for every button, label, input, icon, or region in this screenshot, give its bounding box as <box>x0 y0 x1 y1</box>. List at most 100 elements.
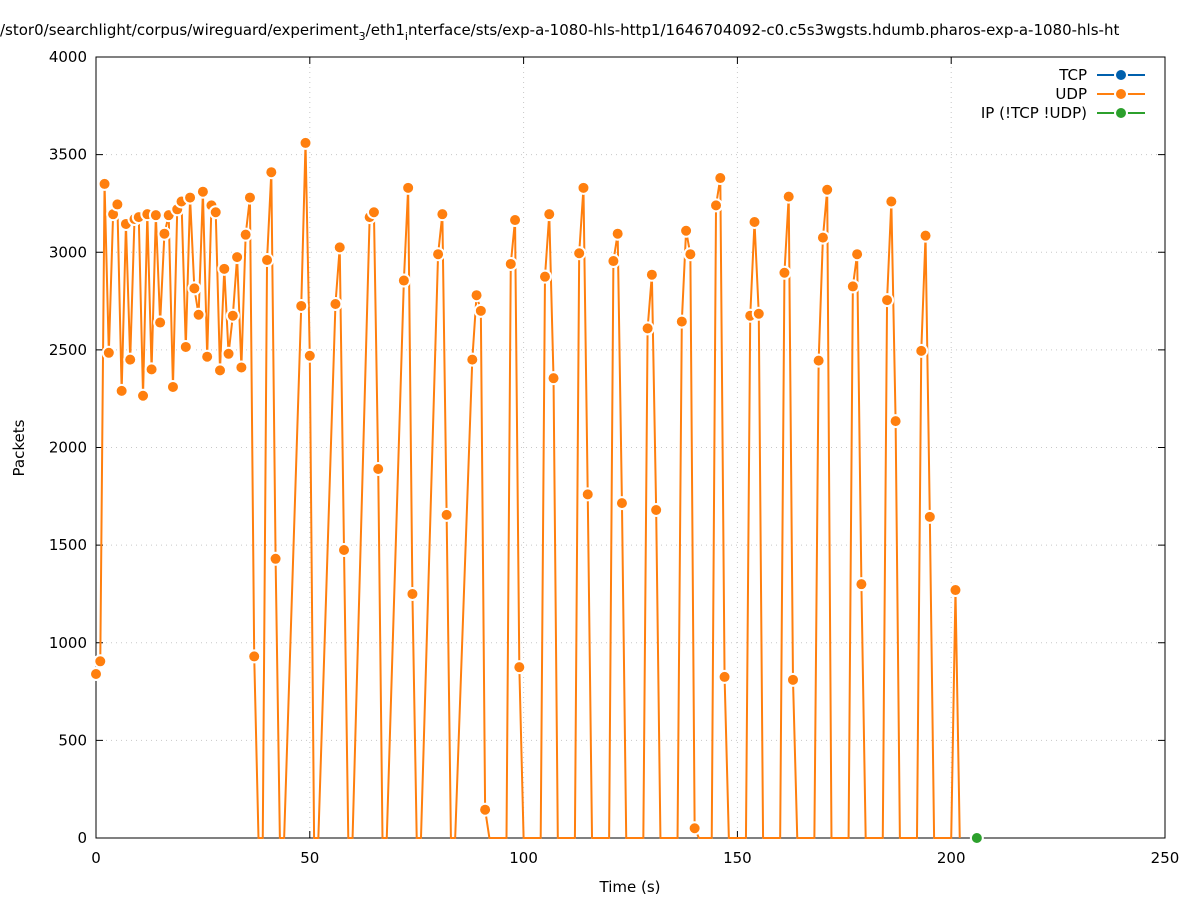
y-tick-label-2: 1000 <box>49 634 87 652</box>
series-ip-tcp-udp <box>969 831 984 845</box>
chart-title-part1: /stor0/searchlight/corpus/wireguard/expe… <box>0 21 359 39</box>
point-udp-21 <box>178 339 193 354</box>
point-udp-42 <box>268 551 283 566</box>
legend-item-udp: UDP <box>1055 85 1145 103</box>
point-udp-18 <box>165 379 180 394</box>
x-tick-label-3: 150 <box>723 849 752 867</box>
x-tick-label-2: 100 <box>509 849 538 867</box>
legend-marker-tcp <box>1114 68 1128 82</box>
point-udp-117 <box>777 265 792 280</box>
legend-label-udp: UDP <box>1055 85 1087 103</box>
point-udp-32 <box>225 308 240 323</box>
point-udp-108 <box>713 171 728 186</box>
point-udp-77 <box>508 213 523 228</box>
point-udp-3 <box>101 345 116 360</box>
point-udp-118 <box>781 189 796 204</box>
point-udp-24 <box>191 307 206 322</box>
series-udp <box>89 135 963 839</box>
point-udp-1 <box>93 654 108 669</box>
point-udp-40 <box>260 253 275 268</box>
y-axis-ticks: 0 500 1000 1500 2000 2500 3000 3500 4000 <box>49 48 1165 847</box>
point-udp-23 <box>187 281 202 296</box>
legend-item-ip-tcp-udp: IP (!TCP !UDP) <box>981 104 1145 122</box>
point-udp-86 <box>572 246 587 261</box>
series-layer <box>89 135 984 845</box>
point-udp-52 <box>337 543 352 558</box>
chart-title-subscript-2: i <box>405 30 408 43</box>
point-udp-93 <box>614 496 629 511</box>
chart-title-part2: /eth1 <box>366 21 405 39</box>
point-udp-51 <box>332 240 347 255</box>
point-udp-101 <box>674 314 689 329</box>
point-udp-128 <box>850 247 865 262</box>
point-udp-82 <box>542 207 557 222</box>
y-tick-label-7: 3500 <box>49 146 87 164</box>
point-udp-0 <box>89 666 103 681</box>
legend-marker-udp <box>1114 87 1128 101</box>
point-udp-13 <box>144 362 159 377</box>
point-udp-47 <box>302 348 317 363</box>
point-udp-123 <box>815 230 830 245</box>
point-udp-14 <box>148 208 163 223</box>
point-udp-92 <box>610 226 625 241</box>
point-udp-16 <box>157 226 172 241</box>
y-tick-label-3: 1500 <box>49 536 87 554</box>
y-tick-label-0: 0 <box>77 829 87 847</box>
point-udp-81 <box>537 269 552 284</box>
point-udp-78 <box>512 660 527 675</box>
point-udp-35 <box>238 227 253 242</box>
point-udp-8 <box>123 352 138 367</box>
point-udp-133 <box>884 194 899 209</box>
point-udp-50 <box>328 296 343 311</box>
point-udp-71 <box>469 288 484 303</box>
point-udp-87 <box>576 180 591 195</box>
point-udp-57 <box>371 461 386 476</box>
point-udp-129 <box>854 577 869 592</box>
point-udp-60 <box>396 273 411 288</box>
svg-text:/stor0/searchlight/corpus/wire: /stor0/searchlight/corpus/wireguard/expe… <box>0 21 1119 43</box>
point-udp-11 <box>136 388 151 403</box>
x-tick-label-0: 0 <box>91 849 101 867</box>
point-udp-28 <box>208 205 223 220</box>
point-udp-76 <box>503 256 518 271</box>
point-udp-6 <box>114 383 129 398</box>
x-axis-label: Time (s) <box>599 878 661 896</box>
point-udp-124 <box>820 182 835 197</box>
point-udp-73 <box>478 802 493 817</box>
point-udp-137 <box>914 343 929 358</box>
point-udp-31 <box>221 346 236 361</box>
legend-label-ip-tcp-udp: IP (!TCP !UDP) <box>981 104 1087 122</box>
point-udp-119 <box>785 672 800 687</box>
y-tick-label-6: 3000 <box>49 243 87 261</box>
x-tick-label-1: 50 <box>300 849 319 867</box>
x-tick-label-5: 250 <box>1151 849 1180 867</box>
y-tick-label-1: 500 <box>58 731 87 749</box>
chart-title-subscript-1: 3 <box>359 30 366 43</box>
point-udp-62 <box>405 586 420 601</box>
point-udp-132 <box>880 293 895 308</box>
point-udp-97 <box>644 267 659 282</box>
point-udp-41 <box>264 165 279 180</box>
point-udp-46 <box>298 135 313 150</box>
point-udp-127 <box>845 279 860 294</box>
legend-item-tcp: TCP <box>1058 66 1145 84</box>
point-udp-45 <box>294 298 309 313</box>
point-udp-22 <box>183 190 198 205</box>
point-udp-70 <box>465 352 480 367</box>
point-udp-102 <box>679 223 694 238</box>
point-udp-5 <box>110 197 125 212</box>
point-udp-103 <box>683 247 698 262</box>
point-udp-15 <box>153 315 168 330</box>
point-udp-66 <box>435 207 450 222</box>
series-line-udp <box>95 141 961 839</box>
point-udp-104 <box>687 821 702 836</box>
point-udp-142 <box>948 583 963 598</box>
chart-title: /stor0/searchlight/corpus/wireguard/expe… <box>0 21 1119 43</box>
point-udp-25 <box>195 184 210 199</box>
point-udp-88 <box>580 487 595 502</box>
y-tick-label-8: 4000 <box>49 48 87 66</box>
y-tick-label-4: 2000 <box>49 439 87 457</box>
point-udp-83 <box>546 371 561 386</box>
point-udp-30 <box>217 261 232 276</box>
